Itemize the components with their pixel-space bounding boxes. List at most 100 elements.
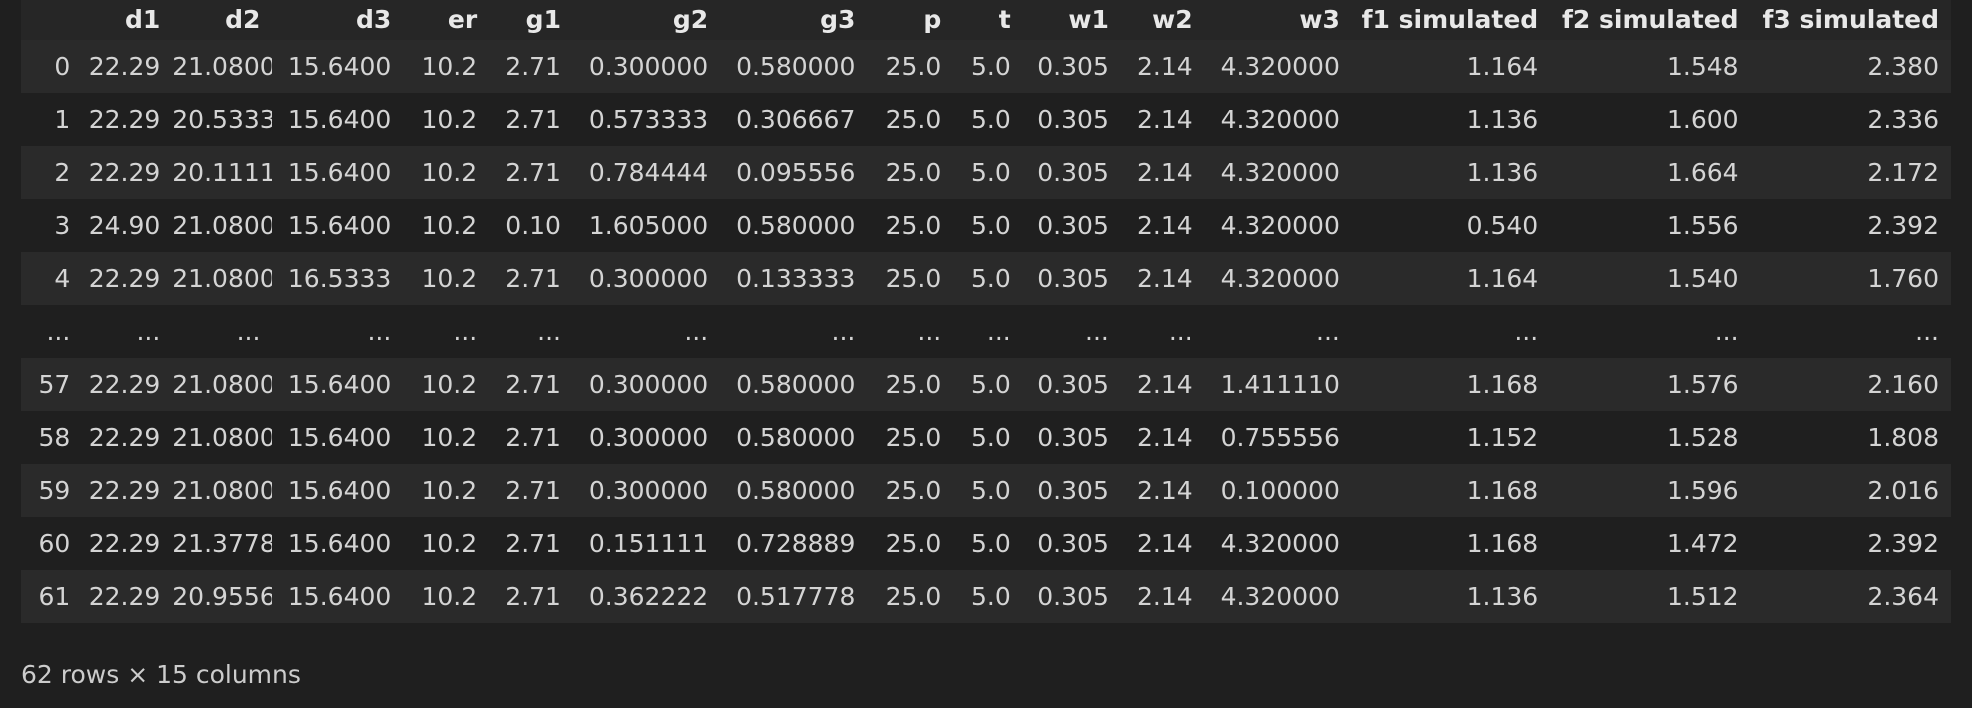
table-cell: 22.29 — [88, 158, 161, 187]
table-cell: 2.14 — [1137, 211, 1193, 240]
table-cell: 0.728889 — [736, 529, 856, 558]
table-cell: ... — [537, 317, 561, 346]
table-cell: 0.300000 — [588, 370, 709, 399]
column-header: d3 — [272, 0, 404, 40]
table-cell: 10.2 — [421, 105, 478, 134]
column-header: f1 simulated — [1351, 0, 1551, 40]
table-cell: ... — [1915, 317, 1939, 346]
table-cell: 0.755556 — [1220, 423, 1340, 452]
table-cell: 1.512 — [1666, 582, 1739, 611]
table-cell: 21.0800 — [172, 52, 273, 81]
table-cell: 1.548 — [1666, 52, 1739, 81]
table-cell: 21.0800 — [172, 423, 273, 452]
table-cell: 1.472 — [1666, 529, 1739, 558]
table-cell: 0.151111 — [588, 529, 709, 558]
table-cell: 2.71 — [505, 582, 561, 611]
table-cell: 15.6400 — [287, 158, 392, 187]
table-cell: 1.556 — [1666, 211, 1739, 240]
table-cell: 1.528 — [1666, 423, 1739, 452]
table-cell: 22.29 — [88, 370, 161, 399]
table-cell: 5.0 — [970, 211, 1011, 240]
table-cell: 1.136 — [1466, 582, 1539, 611]
table-row: 61 22.29 20.9556 15.6400 10.2 2.71 0.362222 0.5… — [21, 570, 1951, 623]
row-index: 0 — [54, 52, 71, 81]
table-cell: 24.90 — [88, 211, 161, 240]
table-cell: 1.136 — [1466, 158, 1539, 187]
table-cell: 10.2 — [421, 370, 478, 399]
table-cell: ... — [367, 317, 392, 346]
table-cell: 2.71 — [505, 423, 561, 452]
table-cell: 1.605000 — [588, 211, 709, 240]
table-cell: 0.10 — [505, 211, 561, 240]
row-index: 1 — [54, 105, 71, 134]
column-header: d2 — [172, 0, 273, 40]
row-index: 58 — [38, 423, 71, 452]
table-cell: 2.71 — [505, 105, 561, 134]
table-cell: 15.6400 — [287, 105, 392, 134]
column-header: g1 — [489, 0, 573, 40]
row-index: 59 — [38, 476, 71, 505]
table-cell: 2.71 — [505, 158, 561, 187]
column-header: er — [403, 0, 490, 40]
table-cell: ... — [1168, 317, 1193, 346]
table-cell: 22.29 — [88, 105, 161, 134]
table-cell: 5.0 — [970, 529, 1011, 558]
table-cell: 4.320000 — [1220, 582, 1340, 611]
table-cell: 1.411110 — [1220, 370, 1340, 399]
table-cell: 2.14 — [1137, 105, 1193, 134]
table-cell: 2.14 — [1137, 370, 1193, 399]
table-cell: 2.380 — [1867, 52, 1939, 81]
column-header: w3 — [1204, 0, 1352, 40]
table-cell: 5.0 — [970, 476, 1011, 505]
table-cell: 10.2 — [421, 423, 478, 452]
table-cell: 1.808 — [1867, 423, 1939, 452]
table-cell: 0.580000 — [736, 370, 856, 399]
column-header: t — [953, 0, 1023, 40]
table-cell: 1.164 — [1466, 264, 1539, 293]
table-cell: 0.305 — [1037, 370, 1109, 399]
table-cell: 15.6400 — [287, 582, 392, 611]
dataframe-output: d1 d2 d3 er g1 g2 g3 p t w1 w2 w3 f1 simulated f2 sim… — [21, 0, 1951, 623]
table-cell: 10.2 — [421, 476, 478, 505]
column-header: w2 — [1120, 0, 1205, 40]
column-header: d1 — [82, 0, 173, 40]
table-row: ........................................… — [21, 305, 1951, 358]
row-index: 3 — [54, 211, 71, 240]
table-cell: 2.14 — [1137, 423, 1193, 452]
table-cell: 2.71 — [505, 264, 561, 293]
row-index: ... — [46, 317, 71, 346]
table-body: 0 22.29 21.0800 15.6400 10.2 2.71 0.300000 0.58… — [21, 40, 1951, 623]
table-cell: 0.095556 — [736, 158, 856, 187]
table-cell: 2.14 — [1137, 52, 1193, 81]
table-cell: 0.305 — [1037, 529, 1109, 558]
table-row: 0 22.29 21.0800 15.6400 10.2 2.71 0.300000 0.58… — [21, 40, 1951, 93]
table-cell: 25.0 — [885, 211, 942, 240]
table-cell: 0.362222 — [588, 582, 709, 611]
table-cell: 5.0 — [970, 370, 1011, 399]
table-cell: 22.29 — [88, 582, 161, 611]
table-cell: 25.0 — [885, 370, 942, 399]
table-cell: 2.14 — [1137, 529, 1193, 558]
column-header: f2 simulated — [1550, 0, 1751, 40]
table-cell: 0.573333 — [588, 105, 709, 134]
table-cell: 2.14 — [1137, 582, 1193, 611]
table-cell: 25.0 — [885, 582, 942, 611]
table-cell: 22.29 — [88, 529, 161, 558]
table-cell: 1.596 — [1666, 476, 1739, 505]
column-header: g3 — [720, 0, 868, 40]
table-cell: 2.14 — [1137, 476, 1193, 505]
table-cell: 2.392 — [1867, 529, 1939, 558]
table-cell: 25.0 — [885, 105, 942, 134]
table-header-row: d1 d2 d3 er g1 g2 g3 p t w1 w2 w3 f1 simulated f2 sim… — [21, 0, 1951, 40]
table-cell: 16.5333 — [287, 264, 392, 293]
table-row: 60 22.29 21.3778 15.6400 10.2 2.71 0.151111 0.7… — [21, 517, 1951, 570]
table-cell: 2.71 — [505, 476, 561, 505]
index-column-header — [21, 0, 83, 40]
table-cell: ... — [1316, 317, 1340, 346]
column-header: p — [867, 0, 954, 40]
table-cell: 2.016 — [1867, 476, 1939, 505]
table-cell: 5.0 — [970, 158, 1011, 187]
table-cell: 4.320000 — [1220, 52, 1340, 81]
table-cell: 1.664 — [1666, 158, 1739, 187]
table-cell: 15.6400 — [287, 52, 392, 81]
